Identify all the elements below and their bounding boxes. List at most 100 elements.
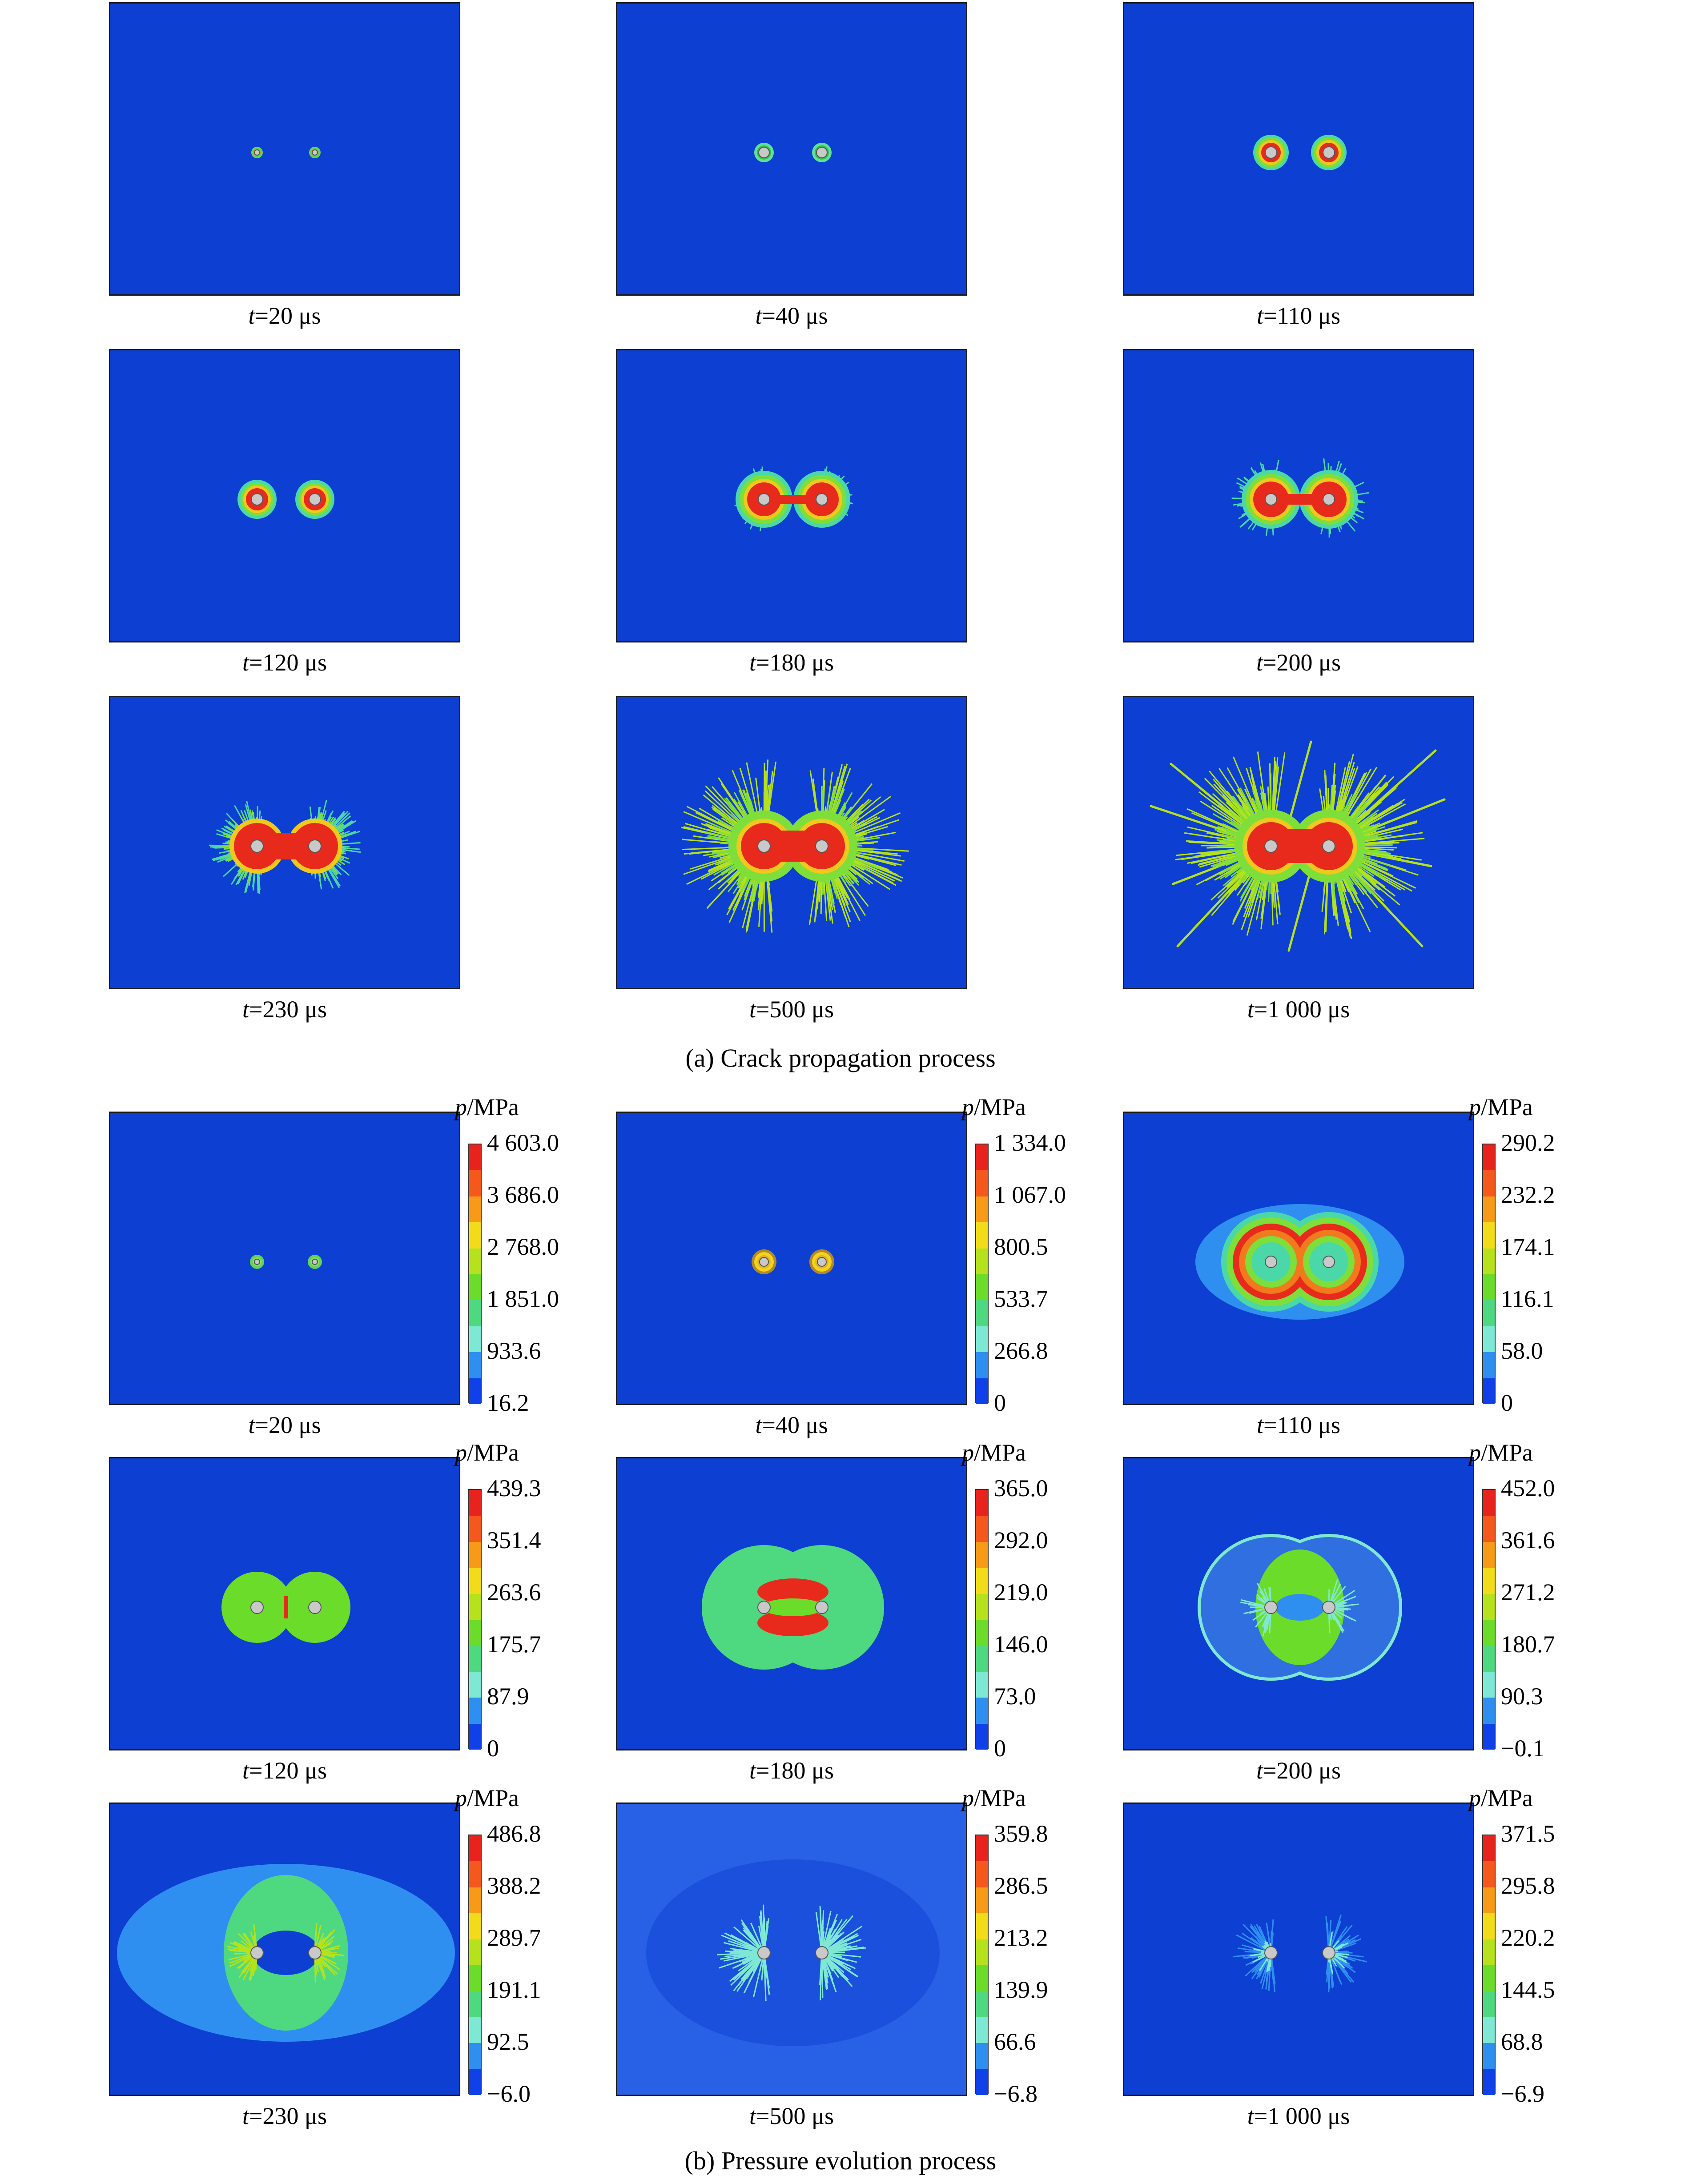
colorbar-tick-label: −6.8 — [994, 2080, 1038, 2107]
simulation-image — [237, 480, 334, 519]
colorbar-segment — [1483, 2043, 1495, 2069]
time-label: t=200 μs — [1123, 649, 1474, 676]
time-label: t=20 μs — [109, 302, 460, 329]
colorbar-tick-label: −0.1 — [1501, 1735, 1544, 1762]
time-label: t=110 μs — [1123, 302, 1474, 329]
colorbar-tick-label: 365.0 — [994, 1475, 1048, 1502]
time-label: t=40 μs — [616, 1412, 967, 1438]
time-value: =40 μs — [762, 1412, 828, 1438]
simulation-image — [754, 143, 832, 162]
simulation-image — [251, 147, 321, 158]
time-variable: t — [1257, 302, 1264, 329]
time-variable: t — [749, 649, 756, 676]
colorbar-tick-label: −6.9 — [1501, 2080, 1544, 2107]
colorbar-segment — [469, 1542, 481, 1568]
time-variable: t — [242, 1757, 249, 1784]
crack-panel — [109, 696, 460, 989]
colorbar-segment — [976, 1619, 988, 1646]
colorbar-segment — [1483, 1516, 1495, 1542]
colorbar-title: p/MPa — [455, 1439, 519, 1466]
colorbar-segment — [1483, 2017, 1495, 2043]
colorbar-segment — [469, 2069, 481, 2095]
time-label: t=20 μs — [109, 1412, 460, 1438]
colorbar-segment — [976, 1542, 988, 1568]
colorbar-segment — [469, 1698, 481, 1724]
time-value: =180 μs — [756, 649, 834, 676]
time-value: =1 000 μs — [1254, 996, 1350, 1023]
colorbar-segment — [469, 1568, 481, 1594]
colorbar-segment — [976, 1222, 988, 1249]
time-variable: t — [749, 1757, 756, 1784]
colorbar-segment — [1483, 1861, 1495, 1887]
colorbar-segment — [469, 1646, 481, 1672]
colorbar-segment — [976, 1861, 988, 1887]
pressure-symbol: p — [455, 1785, 467, 1811]
colorbar-tick-label: 68.8 — [1501, 2028, 1543, 2055]
colorbar-segment — [976, 1887, 988, 1914]
pressure-panel — [1123, 1112, 1474, 1405]
colorbar-segment — [1483, 1835, 1495, 1862]
time-variable: t — [242, 996, 249, 1023]
caption-crack-propagation: (a) Crack propagation process — [685, 1044, 996, 1072]
colorbar-tick-label: 1 334.0 — [994, 1129, 1066, 1156]
colorbar-segment — [469, 2043, 481, 2069]
colorbar-segment — [976, 1352, 988, 1378]
pressure-unit: /MPa — [467, 1094, 519, 1120]
colorbar-tick-label: 351.4 — [487, 1527, 541, 1554]
colorbar-tick-label: 16.2 — [487, 1389, 529, 1416]
colorbar-segment — [976, 1594, 988, 1620]
time-value: =20 μs — [255, 302, 321, 329]
colorbar-segment — [1483, 1646, 1495, 1672]
pressure-panel — [616, 1112, 967, 1405]
time-label: t=500 μs — [616, 996, 967, 1023]
time-value: =500 μs — [756, 2103, 834, 2129]
colorbar-segment — [1483, 1698, 1495, 1724]
time-variable: t — [248, 302, 255, 329]
time-value: =120 μs — [249, 649, 327, 676]
time-label: t=120 μs — [109, 649, 460, 676]
colorbar-tick-label: 73.0 — [994, 1683, 1036, 1710]
pressure-unit: /MPa — [1481, 1785, 1533, 1811]
simulation-image — [1231, 458, 1369, 538]
colorbar-segment — [976, 1991, 988, 2017]
colorbar-segment — [976, 1913, 988, 1939]
colorbar-segment — [1483, 1991, 1495, 2017]
crack-panel — [1123, 349, 1474, 642]
crack-panel — [1123, 2, 1474, 296]
time-variable: t — [749, 2103, 756, 2129]
pressure-panel — [616, 1803, 967, 2096]
colorbar-segment — [469, 1378, 481, 1404]
colorbar-tick-label: 1 067.0 — [994, 1181, 1066, 1208]
colorbar-segment — [469, 1991, 481, 2017]
colorbar — [468, 1835, 482, 2095]
time-label: t=40 μs — [616, 302, 967, 329]
colorbar-segment — [976, 1835, 988, 1862]
colorbar-segment — [1483, 1594, 1495, 1620]
pressure-panel — [1123, 1803, 1474, 2096]
colorbar-segment — [1483, 1619, 1495, 1646]
colorbar-tick-label: 2 768.0 — [487, 1233, 559, 1260]
colorbar-tick-label: 213.2 — [994, 1924, 1048, 1951]
time-variable: t — [248, 1412, 255, 1438]
pressure-unit: /MPa — [974, 1439, 1026, 1466]
colorbar-segment — [976, 1939, 988, 1965]
pressure-unit: /MPa — [467, 1439, 519, 1466]
colorbar — [468, 1489, 482, 1750]
colorbar-segment — [469, 1326, 481, 1353]
colorbar-segment — [976, 1300, 988, 1326]
time-variable: t — [749, 996, 756, 1023]
colorbar-segment — [1483, 2069, 1495, 2095]
colorbar-segment — [976, 1698, 988, 1724]
time-variable: t — [755, 1412, 762, 1438]
colorbar-tick-label: 219.0 — [994, 1579, 1048, 1606]
time-variable: t — [1247, 996, 1254, 1023]
time-label: t=180 μs — [616, 1757, 967, 1784]
colorbar-tick-label: 290.2 — [1501, 1129, 1555, 1156]
colorbar-segment — [976, 1490, 988, 1516]
colorbar-tick-label: 87.9 — [487, 1683, 529, 1710]
simulation-image — [1195, 1204, 1404, 1320]
colorbar-segment — [1483, 1352, 1495, 1378]
time-label: t=120 μs — [109, 1757, 460, 1784]
simulation-image — [250, 1255, 322, 1269]
time-label: t=230 μs — [109, 2103, 460, 2129]
